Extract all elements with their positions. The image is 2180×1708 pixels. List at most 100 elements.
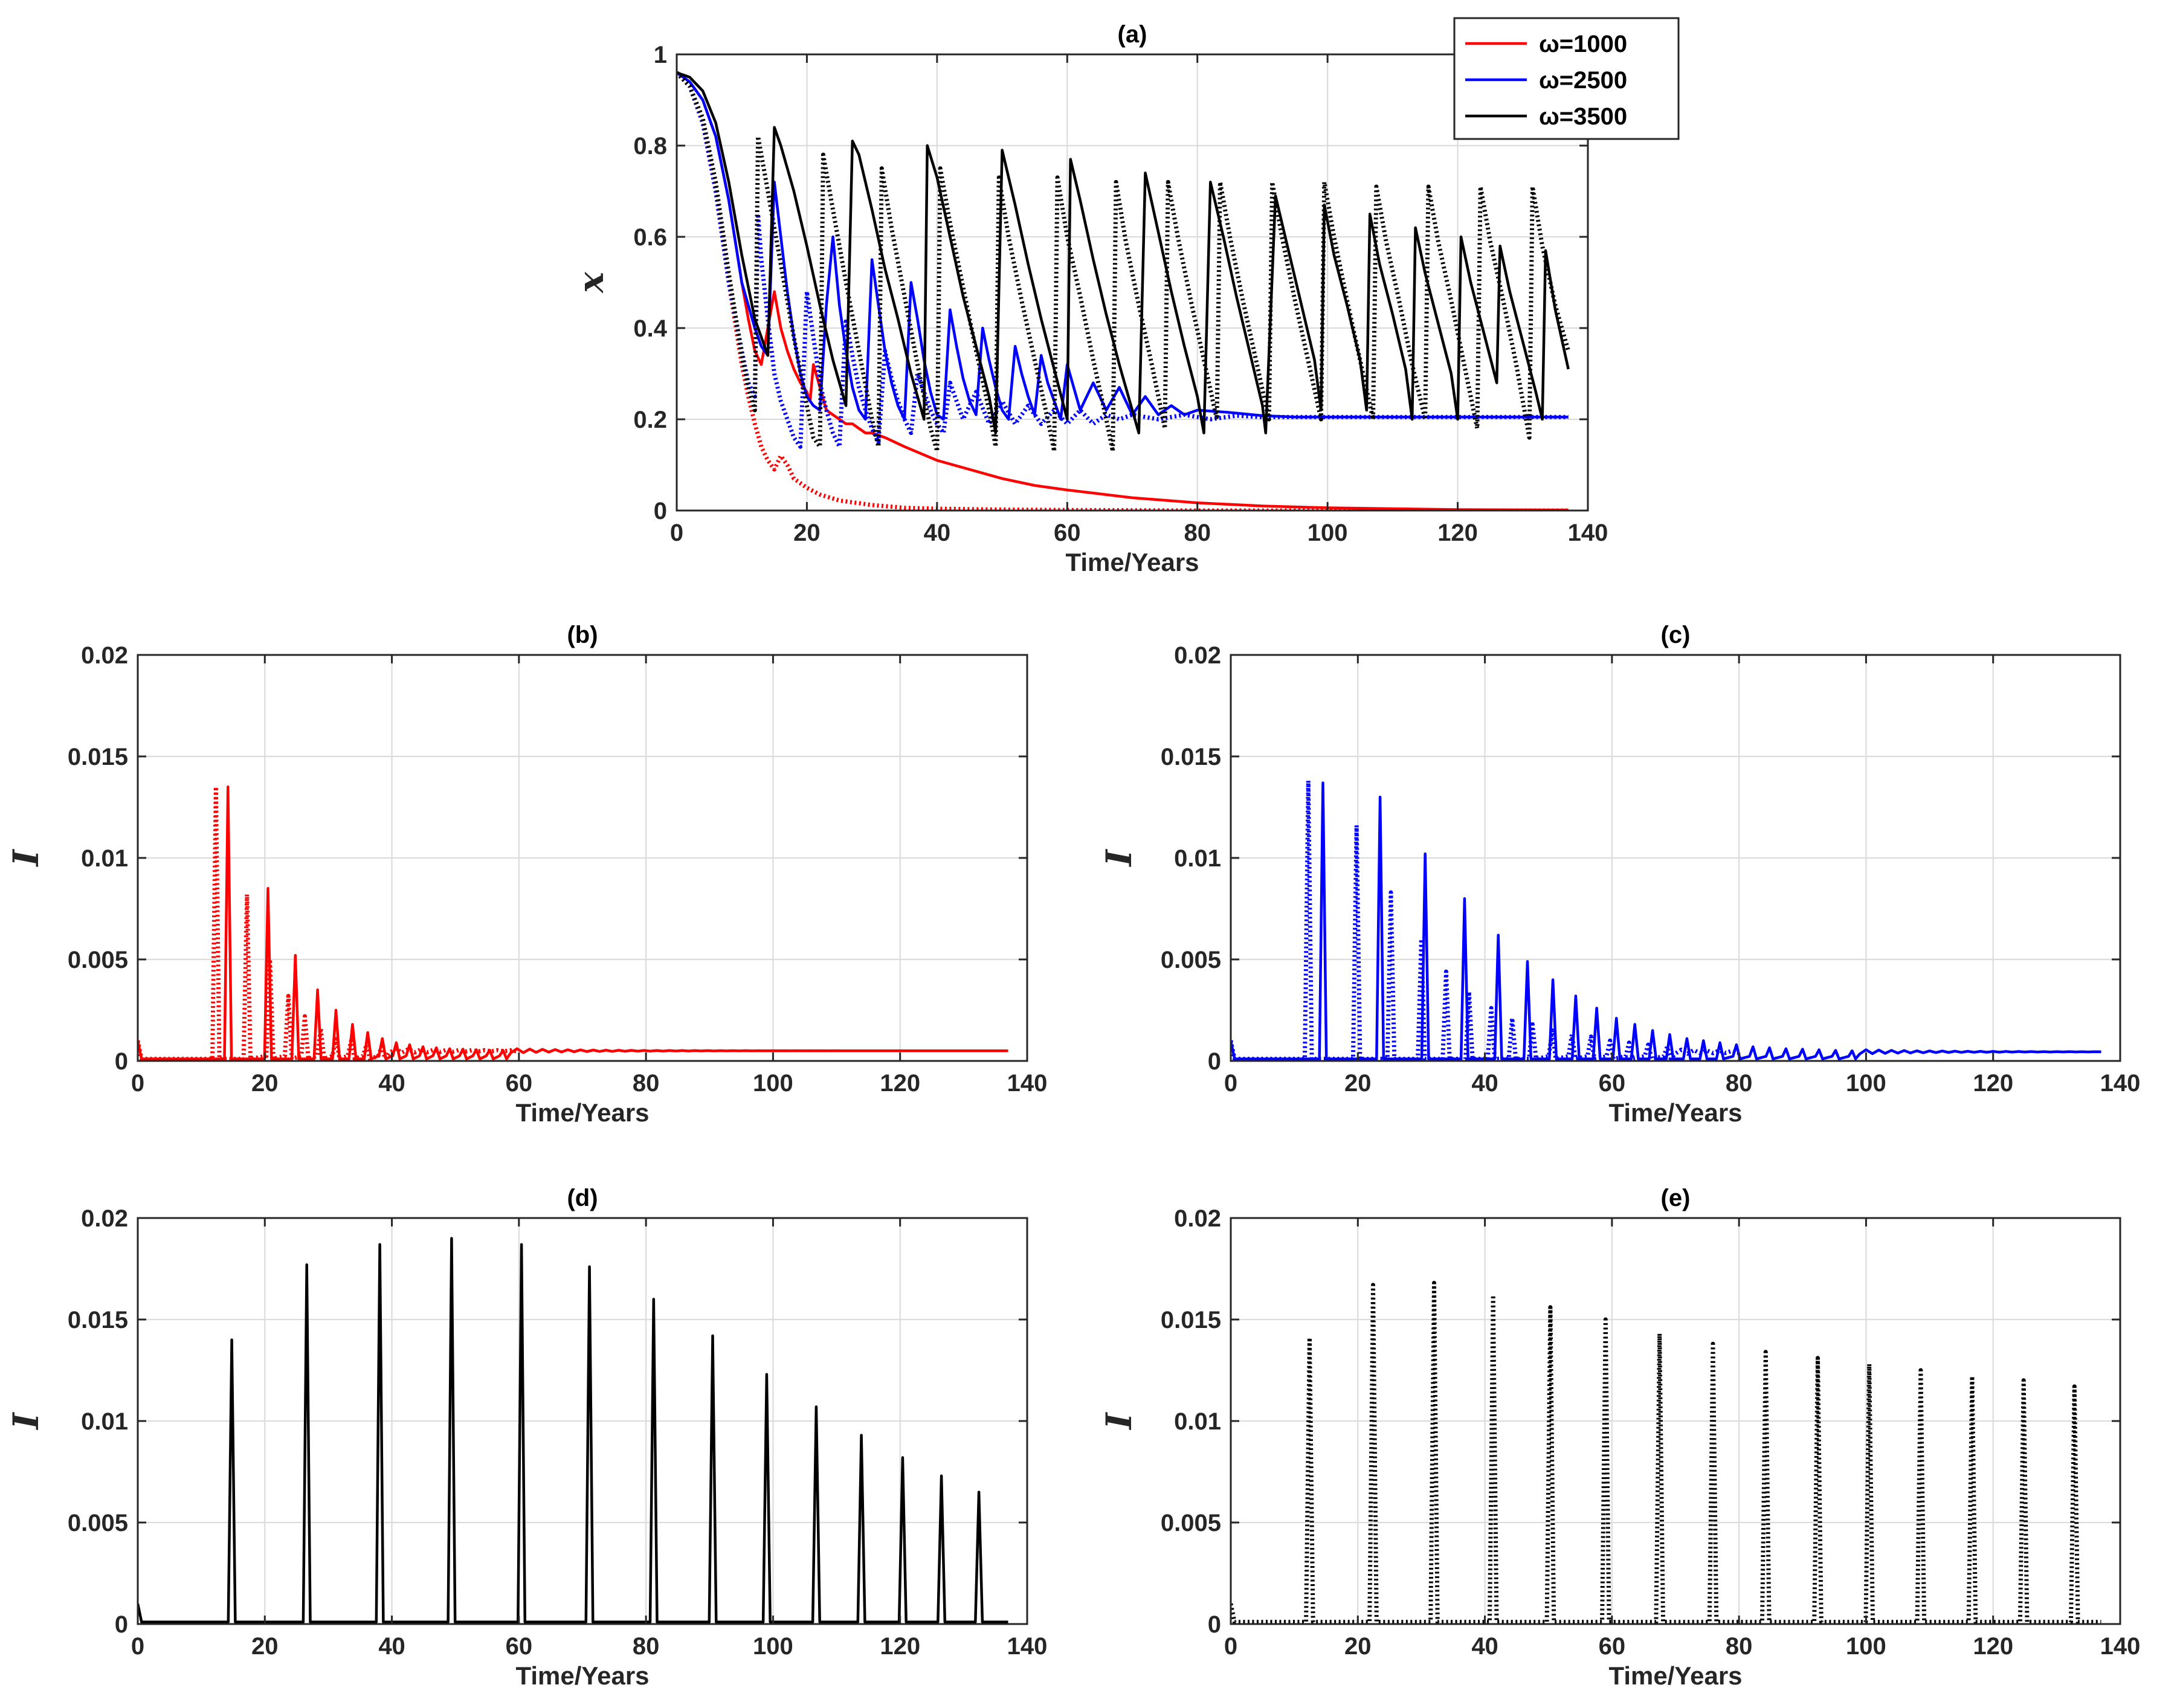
x-tick-label: 120 bbox=[880, 1633, 920, 1660]
x-tick-label: 80 bbox=[633, 1633, 660, 1660]
y-tick-label: 0.6 bbox=[633, 224, 667, 251]
y-axis-label: x bbox=[570, 271, 611, 294]
y-tick-label: 0.01 bbox=[1174, 1408, 1221, 1435]
x-tick-label: 120 bbox=[1437, 520, 1478, 546]
series--1000-solid-line bbox=[677, 71, 1569, 511]
x-tick-label: 0 bbox=[1224, 1070, 1237, 1097]
x-tick-label: 20 bbox=[251, 1070, 279, 1097]
chart-title: (e) bbox=[1661, 1185, 1691, 1211]
chart-b: 0 20 40 60 80 100 120 140 0 0.005 0.01 0.015 0.02 (b)… bbox=[5, 622, 1047, 1127]
y-tick-label: 0.015 bbox=[1161, 1307, 1221, 1333]
y-tick-label: 0.005 bbox=[68, 947, 128, 973]
x-tick-label: 60 bbox=[506, 1070, 533, 1097]
legend-label: ω=2500 bbox=[1539, 67, 1627, 94]
x-tick-label: 100 bbox=[1846, 1070, 1886, 1097]
x-tick-label: 80 bbox=[1726, 1633, 1753, 1660]
plot-area bbox=[676, 53, 1589, 512]
chart-title: (b) bbox=[567, 622, 598, 648]
legend: ω=1000 ω=2500 ω=3500 bbox=[1453, 17, 1680, 140]
x-tick-label: 140 bbox=[2100, 1070, 2141, 1097]
series--3500-solid-line bbox=[677, 71, 1570, 434]
y-tick-label: 0.02 bbox=[1174, 1205, 1221, 1232]
x-axis-label: Time/Years bbox=[1608, 1661, 1742, 1690]
chart-a: 0 20 40 60 80 100 120 140 0 0.2 0.4 0.6 0.8 1 (a) Time/… bbox=[570, 17, 1680, 576]
x-tick-label: 100 bbox=[753, 1070, 793, 1097]
y-tick-label: 0 bbox=[1208, 1048, 1221, 1075]
plot-frame bbox=[676, 53, 1589, 512]
chart-title: (c) bbox=[1661, 622, 1691, 648]
y-axis-label: I bbox=[1098, 849, 1140, 868]
y-tick-label: 1 bbox=[654, 42, 667, 68]
x-tick-label: 0 bbox=[131, 1633, 144, 1660]
y-tick-label: 0.015 bbox=[68, 744, 128, 770]
x-tick-label: 20 bbox=[1344, 1633, 1372, 1660]
x-tick-label: 0 bbox=[1224, 1633, 1237, 1660]
series-group bbox=[677, 71, 1571, 511]
y-tick-label: 0.02 bbox=[81, 1205, 128, 1232]
y-tick-label: 0.4 bbox=[633, 315, 667, 342]
y-tick-label: 0.015 bbox=[1161, 744, 1221, 770]
x-tick-label: 80 bbox=[1726, 1070, 1753, 1097]
x-tick-label: 20 bbox=[1344, 1070, 1372, 1097]
series--2500-solid-line bbox=[1231, 781, 2101, 1060]
y-tick-label: 0.8 bbox=[633, 133, 667, 160]
x-tick-label: 80 bbox=[633, 1070, 660, 1097]
x-tick-label: 100 bbox=[1846, 1633, 1886, 1660]
x-tick-label: 120 bbox=[880, 1070, 920, 1097]
x-tick-label: 80 bbox=[1184, 520, 1211, 546]
x-tick-label: 120 bbox=[1973, 1633, 2013, 1660]
x-tick-label: 40 bbox=[378, 1070, 405, 1097]
x-tick-label: 60 bbox=[1599, 1633, 1626, 1660]
x-tick-label: 40 bbox=[924, 520, 951, 546]
y-axis-label: I bbox=[5, 849, 47, 868]
chart-d: 0 20 40 60 80 100 120 140 0 0.005 0.01 0.015 0.02 (d)… bbox=[5, 1185, 1047, 1690]
x-tick-label: 60 bbox=[1599, 1070, 1626, 1097]
y-tick-label: 0.005 bbox=[1161, 947, 1221, 973]
x-tick-label: 140 bbox=[2100, 1633, 2141, 1660]
series--1000-dotted-line bbox=[138, 784, 520, 1061]
chart-title: (d) bbox=[567, 1185, 598, 1211]
x-tick-label: 0 bbox=[670, 520, 683, 546]
x-tick-label: 0 bbox=[131, 1070, 144, 1097]
y-tick-label: 0.005 bbox=[68, 1510, 128, 1536]
x-tick-label: 140 bbox=[1007, 1633, 1048, 1660]
y-axis-label: I bbox=[1098, 1412, 1140, 1431]
chart-title: (a) bbox=[1118, 21, 1147, 48]
y-tick-label: 0.005 bbox=[1161, 1510, 1221, 1536]
x-tick-label: 40 bbox=[378, 1633, 405, 1660]
y-tick-label: 0.2 bbox=[633, 407, 667, 433]
y-tick-label: 0.015 bbox=[68, 1307, 128, 1333]
series-group bbox=[138, 784, 1008, 1061]
x-tick-label: 100 bbox=[1308, 520, 1348, 546]
y-axis-label: I bbox=[5, 1412, 47, 1431]
series--2500-solid-line bbox=[677, 71, 1569, 421]
chart-c: 0 20 40 60 80 100 120 140 0 0.005 0.01 0.015 0.02 (c)… bbox=[1098, 622, 2140, 1127]
series--3500-solid-line bbox=[138, 1237, 1008, 1623]
y-tick-label: 0 bbox=[1208, 1611, 1221, 1638]
y-tick-label: 0 bbox=[115, 1048, 128, 1075]
series-group bbox=[1231, 778, 2101, 1061]
x-tick-label: 60 bbox=[506, 1633, 533, 1660]
y-tick-label: 0.02 bbox=[1174, 642, 1221, 669]
y-tick-label: 0 bbox=[115, 1611, 128, 1638]
series-group bbox=[138, 1237, 1008, 1623]
legend-label: ω=1000 bbox=[1539, 31, 1627, 57]
y-tick-label: 0.01 bbox=[81, 1408, 128, 1435]
x-tick-label: 40 bbox=[1471, 1070, 1498, 1097]
y-tick-label: 0 bbox=[654, 498, 667, 524]
series--2500-dotted-line bbox=[1231, 778, 1741, 1061]
x-tick-label: 100 bbox=[753, 1633, 793, 1660]
x-tick-label: 140 bbox=[1568, 520, 1608, 546]
x-axis-label: Time/Years bbox=[1608, 1098, 1742, 1127]
chart-e: 0 20 40 60 80 100 120 140 0 0.005 0.01 0.015 0.02 (e)… bbox=[1098, 1185, 2140, 1690]
x-tick-label: 140 bbox=[1007, 1070, 1048, 1097]
x-tick-label: 20 bbox=[251, 1633, 279, 1660]
y-tick-label: 0.01 bbox=[81, 845, 128, 872]
x-tick-label: 120 bbox=[1973, 1070, 2013, 1097]
x-axis-label: Time/Years bbox=[515, 1661, 649, 1690]
x-axis-label: Time/Years bbox=[1065, 548, 1199, 576]
x-axis-label: Time/Years bbox=[515, 1098, 649, 1127]
y-tick-label: 0.01 bbox=[1174, 845, 1221, 872]
legend-label: ω=3500 bbox=[1539, 103, 1627, 130]
